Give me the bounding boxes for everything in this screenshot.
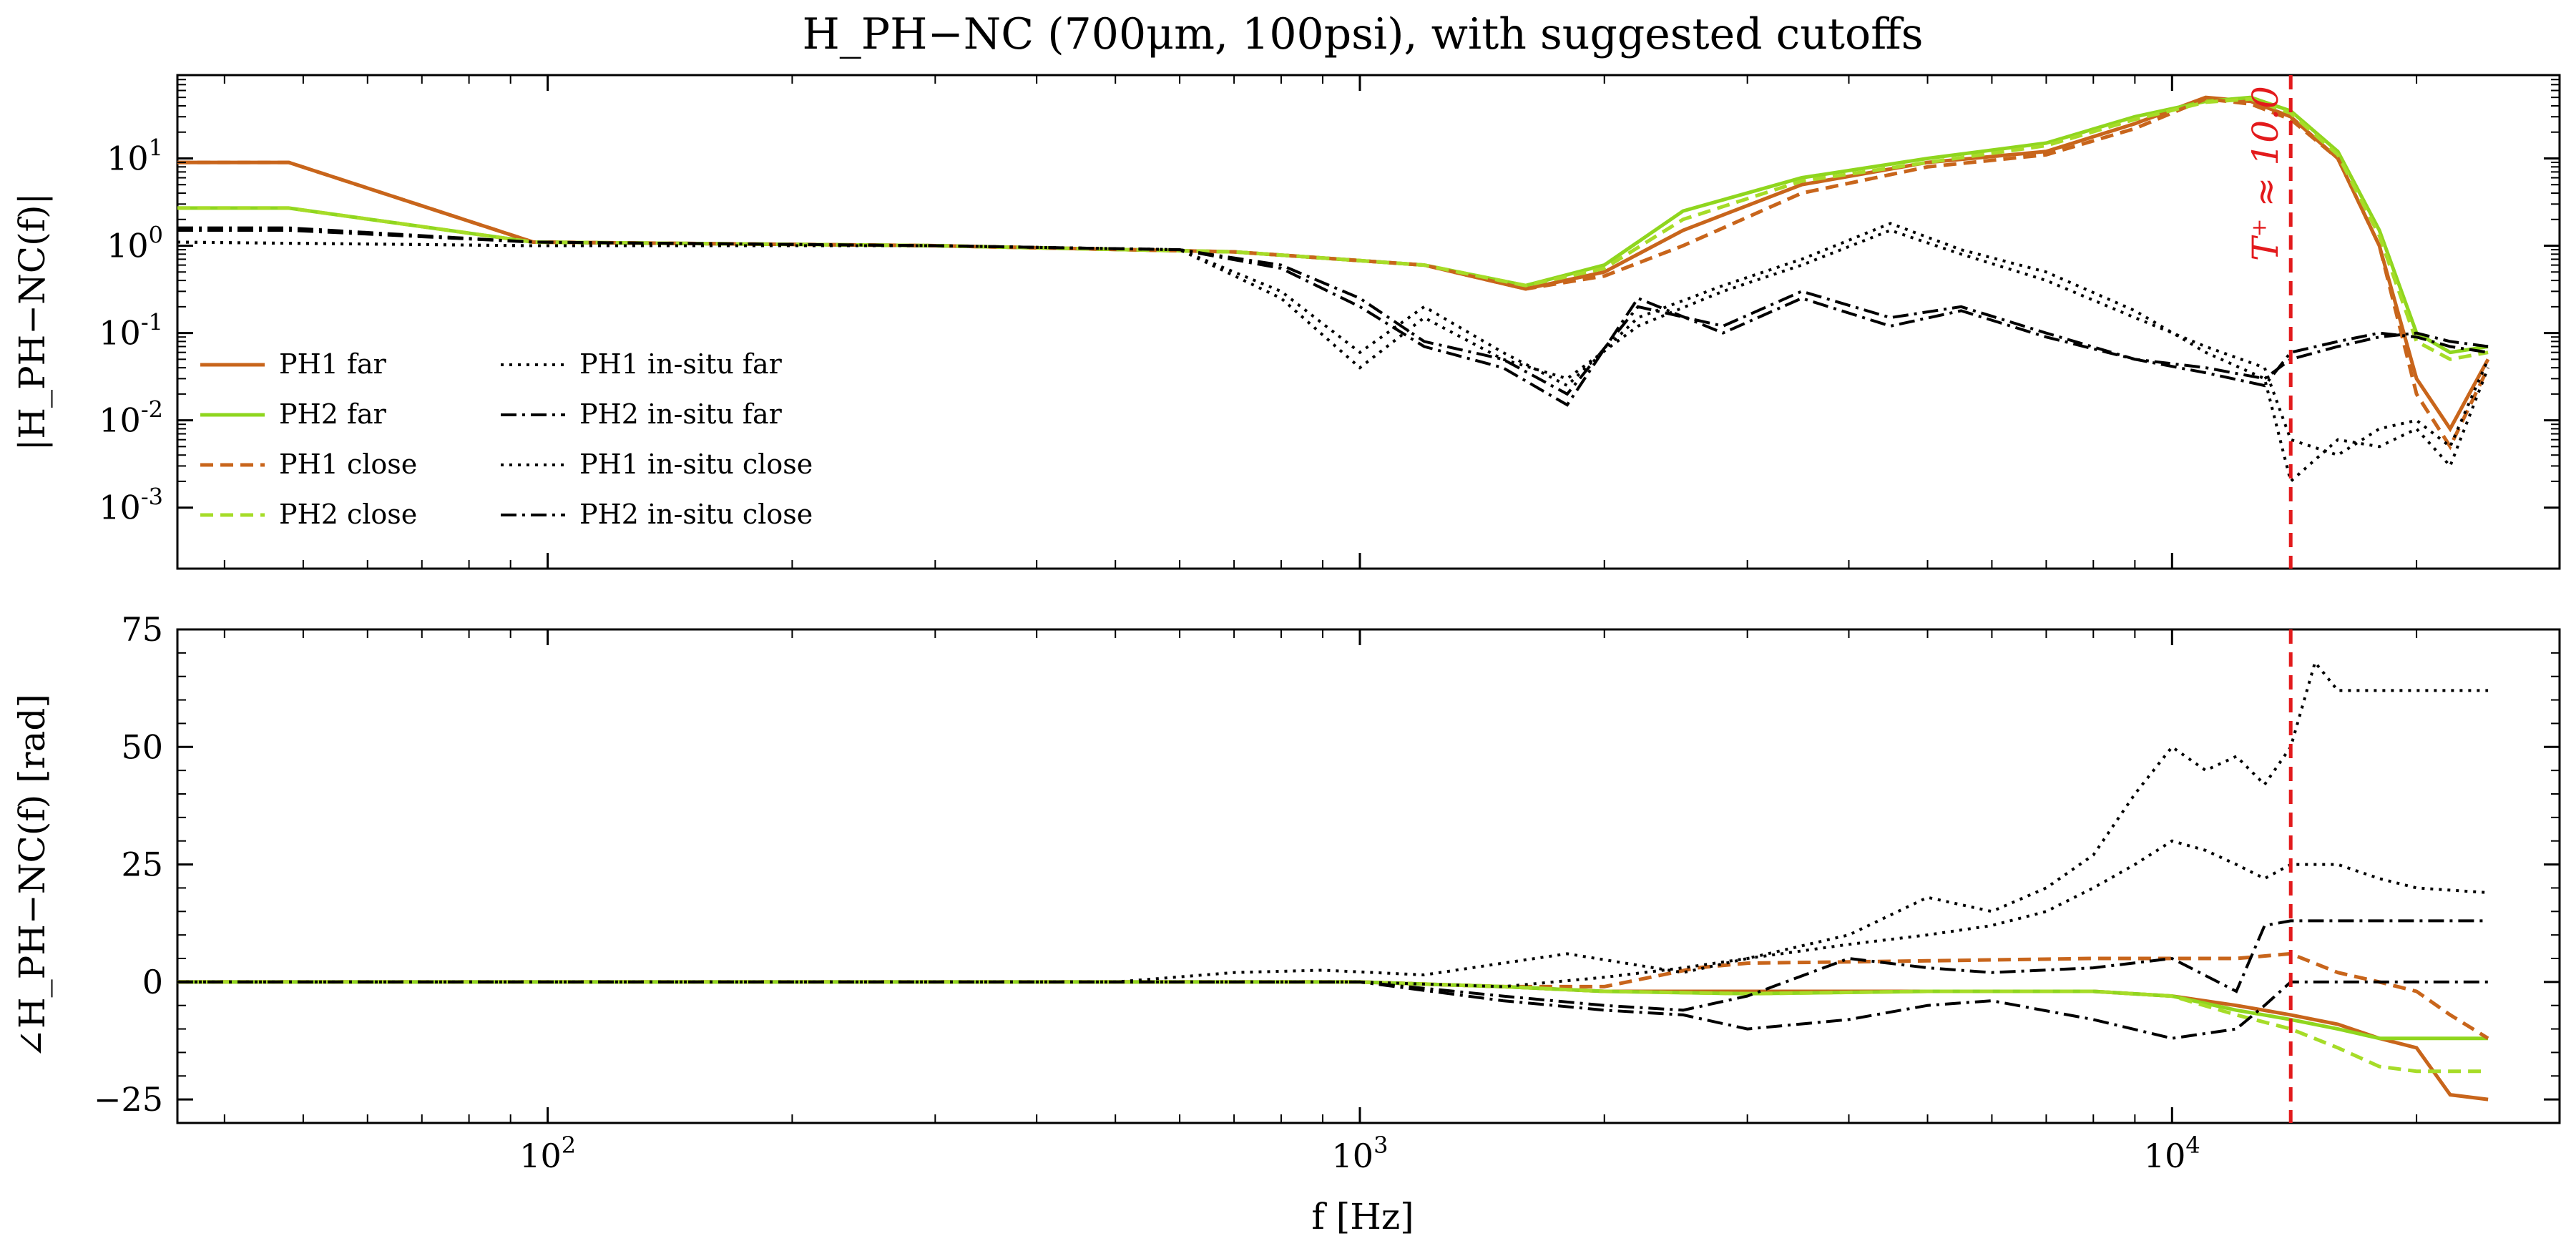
magnitude-y-ticks: 101 100 10-1 10-2 10-3 — [99, 74, 2560, 527]
phase-y-tick-label: −25 — [94, 1080, 163, 1119]
legend-label: PH1 close — [279, 448, 417, 480]
magnitude-plot-frame — [176, 74, 2561, 570]
mag-series-ph1-far — [177, 95, 2490, 433]
phase-series-ph2-close — [177, 980, 2489, 1074]
phase-panel: 75 50 25 0 −25 102 103 104 ∠H_PH−NC(f) [rad] — [11, 610, 2561, 1175]
phase-series-ph2-in-situ-far — [177, 919, 2489, 1012]
phase-series-ph1-in-situ-close — [177, 839, 2489, 988]
mag-y-tick-label: 100 — [107, 222, 163, 265]
magnitude-y-axis-title: |H_PH−NC(f)| — [11, 193, 53, 451]
cutoff-line-top: T⁺ ≈ 10.0 — [2245, 75, 2293, 569]
mag-y-tick-label: 10-2 — [99, 396, 163, 440]
legend-label: PH1 far — [279, 348, 387, 380]
chart-title: H_PH−NC (700μm, 100psi), with suggested … — [802, 9, 1923, 59]
x-tick-label: 103 — [1332, 1132, 1389, 1175]
mag-series-ph2-far — [177, 95, 2489, 355]
magnitude-series-group — [177, 95, 2490, 484]
phase-series-ph2-in-situ-close — [177, 980, 2489, 1040]
phase-y-tick-label: 50 — [121, 727, 163, 766]
x-tick-label: 104 — [2144, 1132, 2200, 1175]
phase-series-ph1-close — [177, 951, 2489, 1040]
phase-series-ph1-far — [177, 980, 2489, 1102]
phase-y-tick-label: 25 — [121, 845, 163, 884]
phase-y-tick-label: 75 — [121, 610, 163, 649]
cutoff-label: T⁺ ≈ 10.0 — [2245, 86, 2286, 261]
mag-y-tick-label: 101 — [107, 134, 163, 177]
phase-y-tick-label: 0 — [142, 963, 163, 1001]
legend-label: PH2 in-situ close — [579, 499, 813, 530]
mag-y-tick-label: 10-3 — [99, 484, 163, 527]
x-tick-label: 102 — [519, 1132, 576, 1175]
legend-label: PH1 in-situ close — [579, 448, 813, 480]
mag-series-ph2-close — [177, 97, 2489, 361]
legend: PH1 far PH2 far PH1 close PH2 close PH1 in-s… — [200, 348, 813, 530]
legend-label: PH2 in-situ far — [579, 398, 783, 430]
phase-y-ticks: 75 50 25 0 −25 — [94, 610, 2560, 1119]
mag-series-ph1-close — [177, 97, 2490, 451]
phase-plot-frame — [176, 628, 2561, 1124]
mag-series-ph2-in-situ-far — [177, 226, 2489, 396]
magnitude-x-ticks — [223, 75, 2560, 569]
mag-y-tick-label: 10-1 — [99, 309, 163, 353]
legend-label: PH1 in-situ far — [579, 348, 783, 380]
phase-x-ticks: 102 103 104 — [223, 629, 2560, 1175]
mag-series-ph1-in-situ-far — [177, 228, 2489, 457]
legend-label: PH2 far — [279, 398, 387, 430]
mag-series-ph2-in-situ-close — [177, 229, 2489, 407]
legend-label: PH2 close — [279, 499, 417, 530]
phase-y-axis-title: ∠H_PH−NC(f) [rad] — [11, 694, 53, 1059]
x-axis-title: f [Hz] — [1311, 1196, 1414, 1237]
phase-series-ph1-in-situ-far — [177, 659, 2489, 983]
mag-series-ph1-in-situ-close — [177, 222, 2489, 484]
phase-series-ph2-far — [177, 980, 2489, 1041]
phase-series-group — [177, 659, 2489, 1102]
